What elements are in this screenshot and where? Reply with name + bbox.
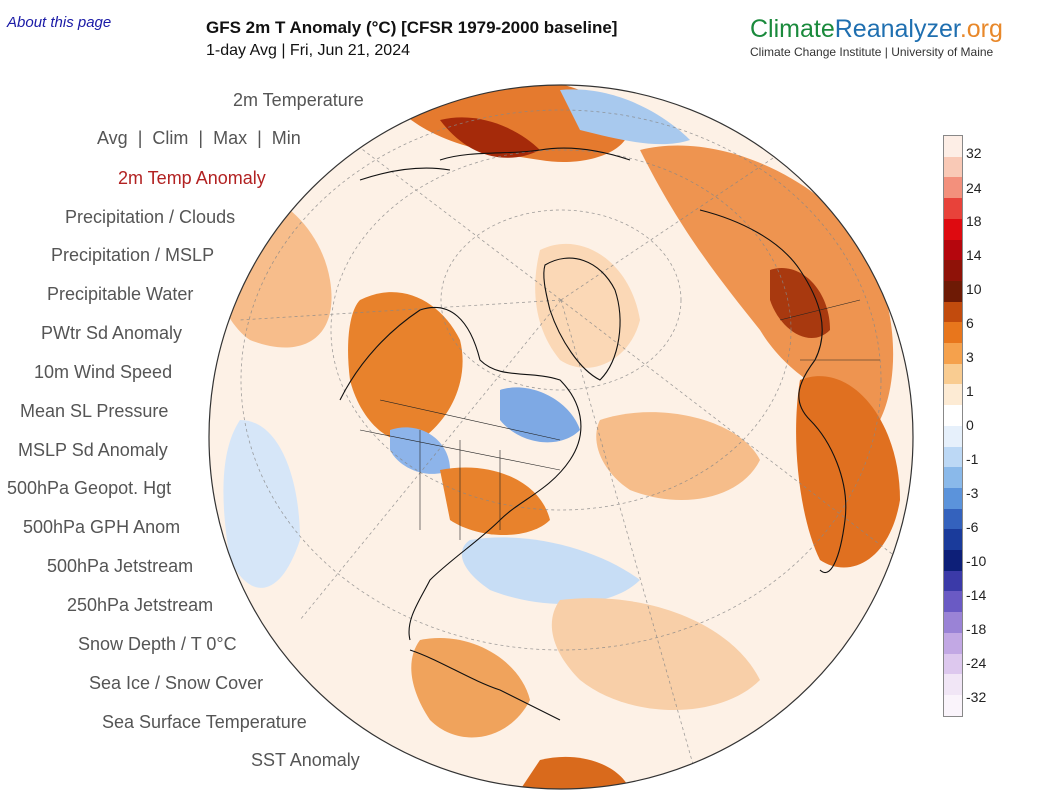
menu-item-10m-wind-speed[interactable]: 10m Wind Speed bbox=[34, 362, 173, 382]
legend-swatch bbox=[944, 570, 962, 592]
menu-item-mean-sl-pressure[interactable]: Mean SL Pressure bbox=[20, 401, 169, 421]
separator: | bbox=[137, 128, 143, 148]
menu-item-precipitation-mslp[interactable]: Precipitation / MSLP bbox=[51, 245, 215, 265]
legend-label: -3 bbox=[966, 485, 979, 501]
brand-tagline: Climate Change Institute | University of… bbox=[750, 45, 994, 59]
legend-swatch bbox=[944, 363, 962, 385]
legend-swatch bbox=[944, 612, 962, 633]
legend-swatch bbox=[944, 487, 962, 509]
menu-item-2m-temperature[interactable]: 2m Temperature bbox=[233, 90, 364, 110]
map-subtitle: 1-day Avg | Fri, Jun 21, 2024 bbox=[206, 42, 410, 59]
siberia-hot-core bbox=[440, 117, 540, 158]
legend-swatch bbox=[944, 425, 962, 447]
legend-swatch bbox=[944, 384, 962, 406]
menu-item-clim[interactable]: Clim bbox=[152, 128, 189, 148]
legend-swatch bbox=[944, 508, 962, 530]
legend-label: 32 bbox=[966, 145, 982, 161]
menu-item-precipitable-water[interactable]: Precipitable Water bbox=[47, 284, 194, 304]
legend-swatch bbox=[944, 280, 962, 302]
menu-item-500hpa-gph-anom[interactable]: 500hPa GPH Anom bbox=[23, 517, 181, 537]
hudson-bay-cool-patch bbox=[500, 387, 580, 443]
arctic-cool-patch bbox=[560, 89, 690, 145]
graticule-lines bbox=[239, 109, 901, 789]
menu-item-avg[interactable]: Avg bbox=[97, 128, 128, 148]
africa-warm-patch bbox=[796, 376, 900, 568]
legend-swatch bbox=[944, 446, 962, 468]
menu-item-snow-depth[interactable]: Snow Depth / T 0°C bbox=[78, 634, 237, 654]
menu-sub-items: Avg | Clim | Max | Min bbox=[97, 128, 301, 149]
legend-swatch bbox=[944, 136, 962, 157]
legend-label: -32 bbox=[966, 689, 987, 705]
legend-swatch bbox=[944, 177, 962, 199]
legend-label: -24 bbox=[966, 655, 987, 671]
menu-item-min[interactable]: Min bbox=[271, 128, 301, 148]
legend-swatch bbox=[944, 632, 962, 654]
eastern-europe-hot-core bbox=[770, 268, 830, 339]
legend-label: -1 bbox=[966, 451, 979, 467]
map-title: GFS 2m T Anomaly (°C) [CFSR 1979-2000 ba… bbox=[206, 18, 618, 37]
menu-item-2m-temp-anomaly[interactable]: 2m Temp Anomaly bbox=[118, 168, 266, 188]
legend-swatch bbox=[944, 343, 962, 364]
legend-swatch bbox=[944, 260, 962, 281]
canada-warm-patch bbox=[348, 292, 463, 442]
atlantic-warm-patch bbox=[596, 412, 760, 500]
menu-item-pwtr-sd-anomaly[interactable]: PWtr Sd Anomaly bbox=[41, 323, 183, 343]
legend-swatch bbox=[944, 467, 962, 488]
legend-label: -14 bbox=[966, 587, 987, 603]
menu-item-250hpa-jetstream[interactable]: 250hPa Jetstream bbox=[67, 595, 214, 615]
legend-swatch bbox=[944, 198, 962, 219]
menu-item-max[interactable]: Max bbox=[213, 128, 248, 148]
menu-item-sea-surface-temperature[interactable]: Sea Surface Temperature bbox=[102, 712, 307, 732]
legend-label: 10 bbox=[966, 281, 982, 297]
globe-outline bbox=[208, 84, 914, 790]
legend-label: 3 bbox=[966, 349, 974, 365]
separator: | bbox=[198, 128, 204, 148]
menu-item-500hpa-jetstream[interactable]: 500hPa Jetstream bbox=[47, 556, 194, 576]
legend-swatch bbox=[944, 156, 962, 178]
globe-surface bbox=[209, 85, 913, 789]
legend-swatch bbox=[944, 674, 962, 695]
atlantic-cool-patch bbox=[461, 537, 640, 604]
legend-label: 14 bbox=[966, 247, 982, 263]
legend-label: 18 bbox=[966, 213, 982, 229]
menu-item-precipitation-clouds[interactable]: Precipitation / Clouds bbox=[65, 207, 236, 227]
legend-swatch bbox=[944, 322, 962, 344]
menu-item-mslp-sd-anomaly[interactable]: MSLP Sd Anomaly bbox=[18, 440, 168, 460]
legend-label: -6 bbox=[966, 519, 979, 535]
legend-label: 24 bbox=[966, 180, 982, 196]
coastlines bbox=[339, 147, 847, 721]
legend-swatch bbox=[944, 301, 962, 323]
color-legend bbox=[943, 135, 963, 717]
menu-item-500hpa-geopot-hgt[interactable]: 500hPa Geopot. Hgt bbox=[7, 478, 172, 498]
separator: | bbox=[257, 128, 262, 148]
about-this-page-link[interactable]: About this page bbox=[7, 14, 112, 31]
brand-name: ClimateReanalyzer.org bbox=[750, 15, 1003, 43]
legend-swatch bbox=[944, 405, 962, 426]
europe-warm-patch bbox=[640, 145, 894, 420]
southern-warm-patch bbox=[520, 756, 630, 789]
legend-label: -10 bbox=[966, 553, 987, 569]
legend-label: 6 bbox=[966, 315, 974, 331]
eastern-us-warm-patch bbox=[440, 467, 550, 535]
tropical-atlantic-patch bbox=[551, 598, 760, 710]
legend-label: -18 bbox=[966, 621, 987, 637]
menu-item-sst-anomaly[interactable]: SST Anomaly bbox=[251, 750, 360, 770]
legend-swatch bbox=[944, 653, 962, 675]
legend-swatch bbox=[944, 529, 962, 551]
legend-swatch bbox=[944, 591, 962, 613]
brand-logo[interactable]: ClimateReanalyzer.org Climate Change Ins… bbox=[750, 14, 1003, 59]
borders bbox=[359, 299, 880, 540]
pacific-cool-patch bbox=[223, 420, 300, 588]
legend-swatch bbox=[944, 239, 962, 261]
legend-label: 1 bbox=[966, 383, 974, 399]
legend-label: 0 bbox=[966, 417, 974, 433]
legend-swatch bbox=[944, 694, 962, 716]
menu-item-sea-ice-snow-cover[interactable]: Sea Ice / Snow Cover bbox=[89, 673, 264, 693]
legend-swatch bbox=[944, 550, 962, 571]
legend-swatch bbox=[944, 218, 962, 240]
